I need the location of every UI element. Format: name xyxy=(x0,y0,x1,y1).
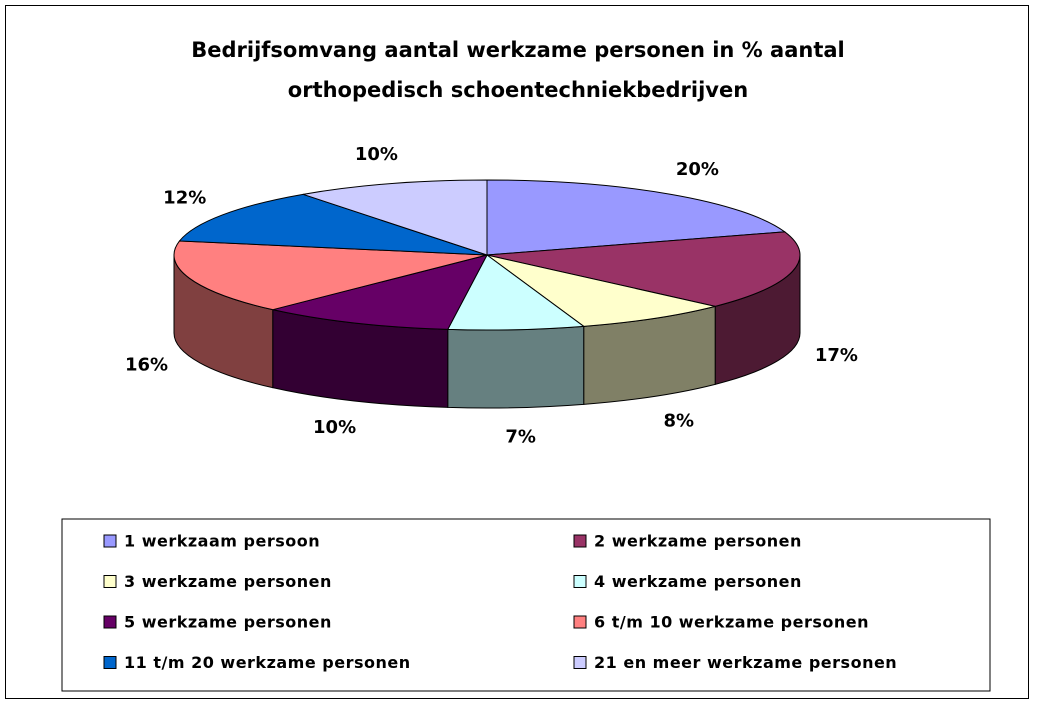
pie-slice xyxy=(486,179,787,256)
pie-slice xyxy=(486,231,801,307)
data-label: 20% xyxy=(676,159,719,180)
data-label: 10% xyxy=(355,144,398,165)
legend-swatch xyxy=(103,656,117,669)
legend-swatch xyxy=(103,534,117,548)
pie-slice xyxy=(446,254,586,331)
chart-frame xyxy=(5,5,1029,699)
data-label: 12% xyxy=(163,188,206,209)
legend-swatch xyxy=(103,615,117,629)
legend-swatch xyxy=(573,656,587,669)
legend-swatch xyxy=(573,575,587,588)
legend-label: 5 werkzame personen xyxy=(124,613,332,632)
pie-slice xyxy=(272,254,488,330)
data-label: 10% xyxy=(313,417,356,438)
legend-label: 21 en meer werkzame personen xyxy=(594,653,897,672)
data-label: 16% xyxy=(125,354,168,375)
pie-slice xyxy=(178,193,488,256)
legend-swatch xyxy=(573,534,587,548)
legend-label: 4 werkzame personen xyxy=(594,572,802,591)
pie-slice xyxy=(173,240,488,311)
legend-label: 6 t/m 10 werkzame personen xyxy=(594,613,869,632)
chart-title: Bedrijfsomvang aantal werkzame personen … xyxy=(191,38,845,102)
pie-slice xyxy=(302,179,488,256)
data-label: 7% xyxy=(505,427,536,448)
legend-label: 1 werkzaam persoon xyxy=(124,532,320,551)
legend-box xyxy=(61,518,991,692)
data-label: 8% xyxy=(664,411,695,432)
legend-label: 2 werkzame personen xyxy=(594,532,802,551)
legend-label: 11 t/m 20 werkzame personen xyxy=(124,653,411,672)
pie-slice xyxy=(486,254,716,327)
legend-swatch xyxy=(103,575,117,588)
legend-swatch xyxy=(573,615,587,629)
pie-side xyxy=(447,325,585,409)
legend-label: 3 werkzame personen xyxy=(124,572,332,591)
data-label: 17% xyxy=(815,345,858,366)
